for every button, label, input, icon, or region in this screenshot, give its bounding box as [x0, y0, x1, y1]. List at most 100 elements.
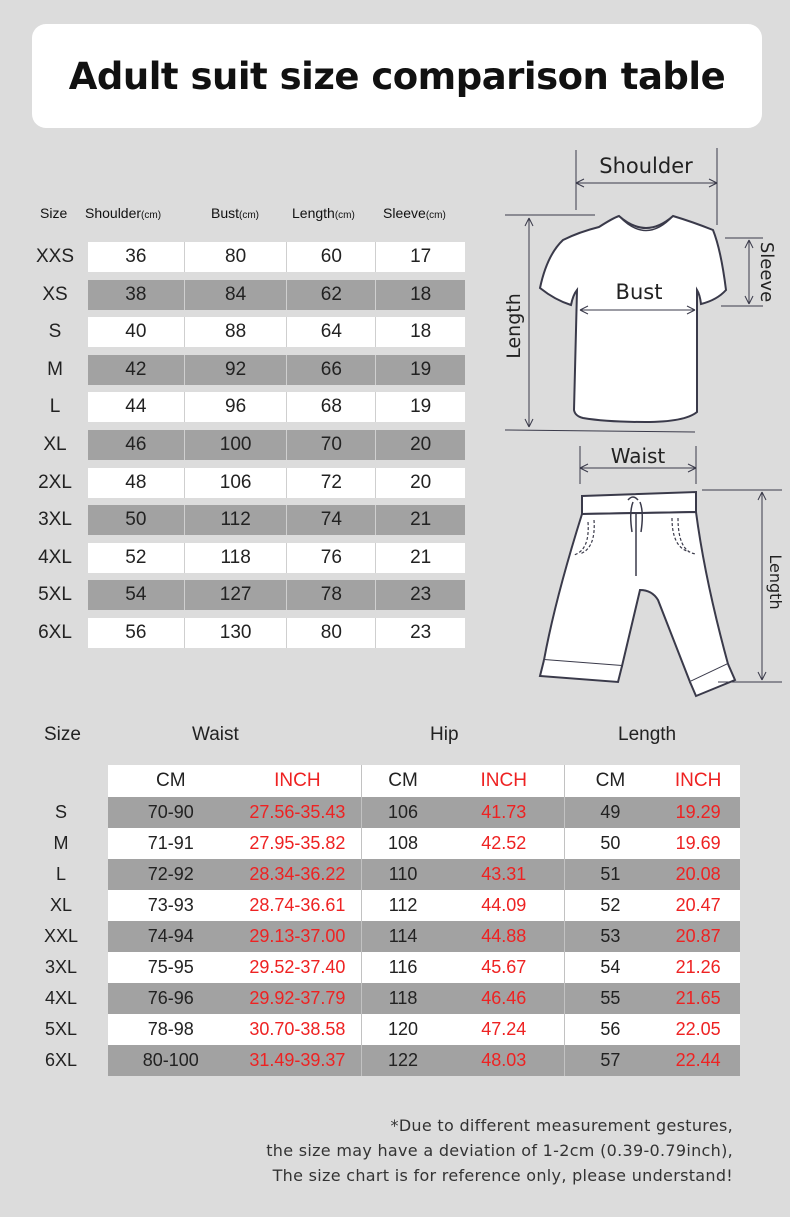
title-card: Adult suit size comparison table — [32, 24, 762, 128]
shoulder-cell: 56 — [125, 622, 147, 643]
table-row: 5XL 54 127 78 23 — [36, 580, 466, 611]
hip-cm-cell: 112 — [361, 890, 444, 921]
length-cm-cell: 49 — [563, 797, 657, 828]
waist-inch-cell: 30.70-38.58 — [249, 1019, 346, 1039]
hip-cm-cell: 122 — [361, 1045, 444, 1076]
header-shoulder: Shoulder(cm) — [85, 205, 162, 221]
length-inch-cell: 20.08 — [675, 864, 721, 884]
shirt-bust-label: Bust — [616, 280, 663, 304]
shoulder-cell: 48 — [125, 471, 147, 493]
shirt-shoulder-label: Shoulder — [599, 154, 693, 178]
hip-inch-cell: 46.46 — [481, 988, 527, 1008]
header-size: Size — [40, 205, 68, 221]
length-inch-cell: 22.44 — [675, 1050, 721, 1070]
bust-cell: 92 — [183, 354, 287, 385]
length-cm-cell: 50 — [563, 828, 657, 859]
table-row: XXL 74-94 29.13-37.00 114 44.88 53 20.87 — [30, 921, 740, 952]
waist-cm-cell: 78-98 — [147, 1019, 194, 1039]
table-row: L 72-92 28.34-36.22 110 43.31 51 20.08 — [30, 859, 740, 890]
size-label: 5XL — [38, 584, 72, 606]
length-inch-cell: 20.87 — [675, 926, 721, 946]
table-row: S 40 88 64 18 — [36, 317, 466, 348]
shoulder-cell: 54 — [125, 584, 147, 606]
waist-cm-cell: 75-95 — [147, 957, 194, 977]
size-label: L — [55, 864, 66, 884]
sleeve-cell: 23 — [375, 618, 465, 648]
size-label: 2XL — [38, 471, 72, 493]
hip-cm-cell: 116 — [361, 952, 444, 983]
size-label: 5XL — [44, 1019, 78, 1039]
hip-inch-cell: 43.31 — [481, 864, 527, 884]
hip-inch-cell: 45.67 — [481, 957, 527, 977]
waist-inch-header: INCH — [274, 770, 321, 791]
sleeve-cell: 19 — [375, 392, 465, 423]
size-label: M — [47, 358, 63, 380]
length-cm-cell: 57 — [563, 1045, 657, 1076]
size-label: 4XL — [38, 546, 72, 568]
shoulder-cell: 52 — [125, 546, 147, 568]
waist-cm-cell: 72-92 — [147, 864, 194, 884]
shoulder-cell: 44 — [125, 396, 147, 418]
length-cm-cell: 52 — [563, 890, 657, 921]
length-cell: 76 — [286, 542, 375, 573]
length-inch-header: INCH — [674, 770, 722, 791]
table-row: 6XL 80-100 31.49-39.37 122 48.03 57 22.44 — [30, 1045, 740, 1076]
sleeve-cell: 21 — [375, 505, 465, 536]
shoulder-cell: 50 — [125, 509, 147, 531]
length-inch-cell: 20.47 — [675, 895, 721, 915]
table-row: 3XL 50 112 74 21 — [36, 505, 466, 536]
sleeve-cell: 18 — [375, 279, 465, 310]
hip-cm-cell: 108 — [361, 828, 444, 859]
waist-cm-cell: 76-96 — [147, 988, 194, 1008]
sleeve-cell: 19 — [375, 354, 465, 385]
waist-inch-cell: 28.74-36.61 — [249, 895, 346, 915]
bust-cell: 118 — [183, 542, 287, 573]
table-row: S 70-90 27.56-35.43 106 41.73 49 19.29 — [30, 797, 740, 828]
shoulder-cell: 40 — [125, 321, 147, 343]
table-row: 3XL 75-95 29.52-37.40 116 45.67 54 21.26 — [30, 952, 740, 983]
length-cm-cell: 53 — [563, 921, 657, 952]
length-cell: 60 — [286, 242, 375, 272]
length-cm-cell: 51 — [563, 859, 657, 890]
length-cell: 66 — [286, 354, 375, 385]
bust-cell: 96 — [183, 392, 287, 423]
header-bust: Bust(cm) — [211, 205, 260, 221]
size-label: XXS — [36, 246, 75, 267]
bust-cell: 88 — [183, 317, 287, 348]
length-inch-cell: 19.69 — [675, 833, 721, 853]
table-row: 6XL 56 130 80 23 — [36, 618, 466, 648]
bust-cell: 106 — [183, 467, 287, 498]
length-cell: 64 — [286, 317, 375, 348]
sleeve-cell: 23 — [375, 580, 465, 611]
size-label: XL — [49, 895, 73, 915]
bottom-header-hip: Hip — [430, 724, 459, 745]
waist-inch-cell: 28.34-36.22 — [249, 864, 346, 884]
bottom-header-length: Length — [618, 724, 677, 745]
note-line-3: The size chart is for reference only, pl… — [272, 1166, 733, 1185]
length-cell: 80 — [286, 618, 375, 648]
size-label: XXL — [43, 926, 79, 946]
table-row: 5XL 78-98 30.70-38.58 120 47.24 56 22.05 — [30, 1014, 740, 1045]
hip-inch-cell: 42.52 — [481, 833, 527, 853]
length-inch-cell: 22.05 — [675, 1019, 721, 1039]
length-inch-cell: 21.65 — [675, 988, 721, 1008]
shoulder-cell: 38 — [125, 283, 147, 305]
length-cell: 72 — [286, 467, 375, 498]
header-sleeve: Sleeve(cm) — [383, 205, 446, 221]
size-label: 3XL — [44, 957, 78, 977]
shoulder-cell: 36 — [125, 246, 147, 267]
shirt-diagram: Shoulder Bust Length Sleeve — [503, 148, 777, 433]
hip-inch-cell: 48.03 — [481, 1050, 527, 1070]
waist-cm-cell: 74-94 — [147, 926, 194, 946]
sleeve-cell: 17 — [375, 242, 465, 272]
hip-cm-cell: 118 — [361, 983, 444, 1014]
length-cm-cell: 56 — [563, 1014, 657, 1045]
waist-cm-cell: 71-91 — [147, 833, 194, 853]
hip-cm-cell: 110 — [361, 859, 444, 890]
sleeve-cell: 20 — [375, 430, 465, 460]
shirt-sleeve-label: Sleeve — [756, 242, 777, 302]
size-label: 6XL — [44, 1050, 78, 1070]
hip-cm-cell: 106 — [361, 797, 444, 828]
note-line-2: the size may have a deviation of 1-2cm (… — [266, 1141, 733, 1160]
hip-inch-cell: 47.24 — [481, 1019, 527, 1039]
